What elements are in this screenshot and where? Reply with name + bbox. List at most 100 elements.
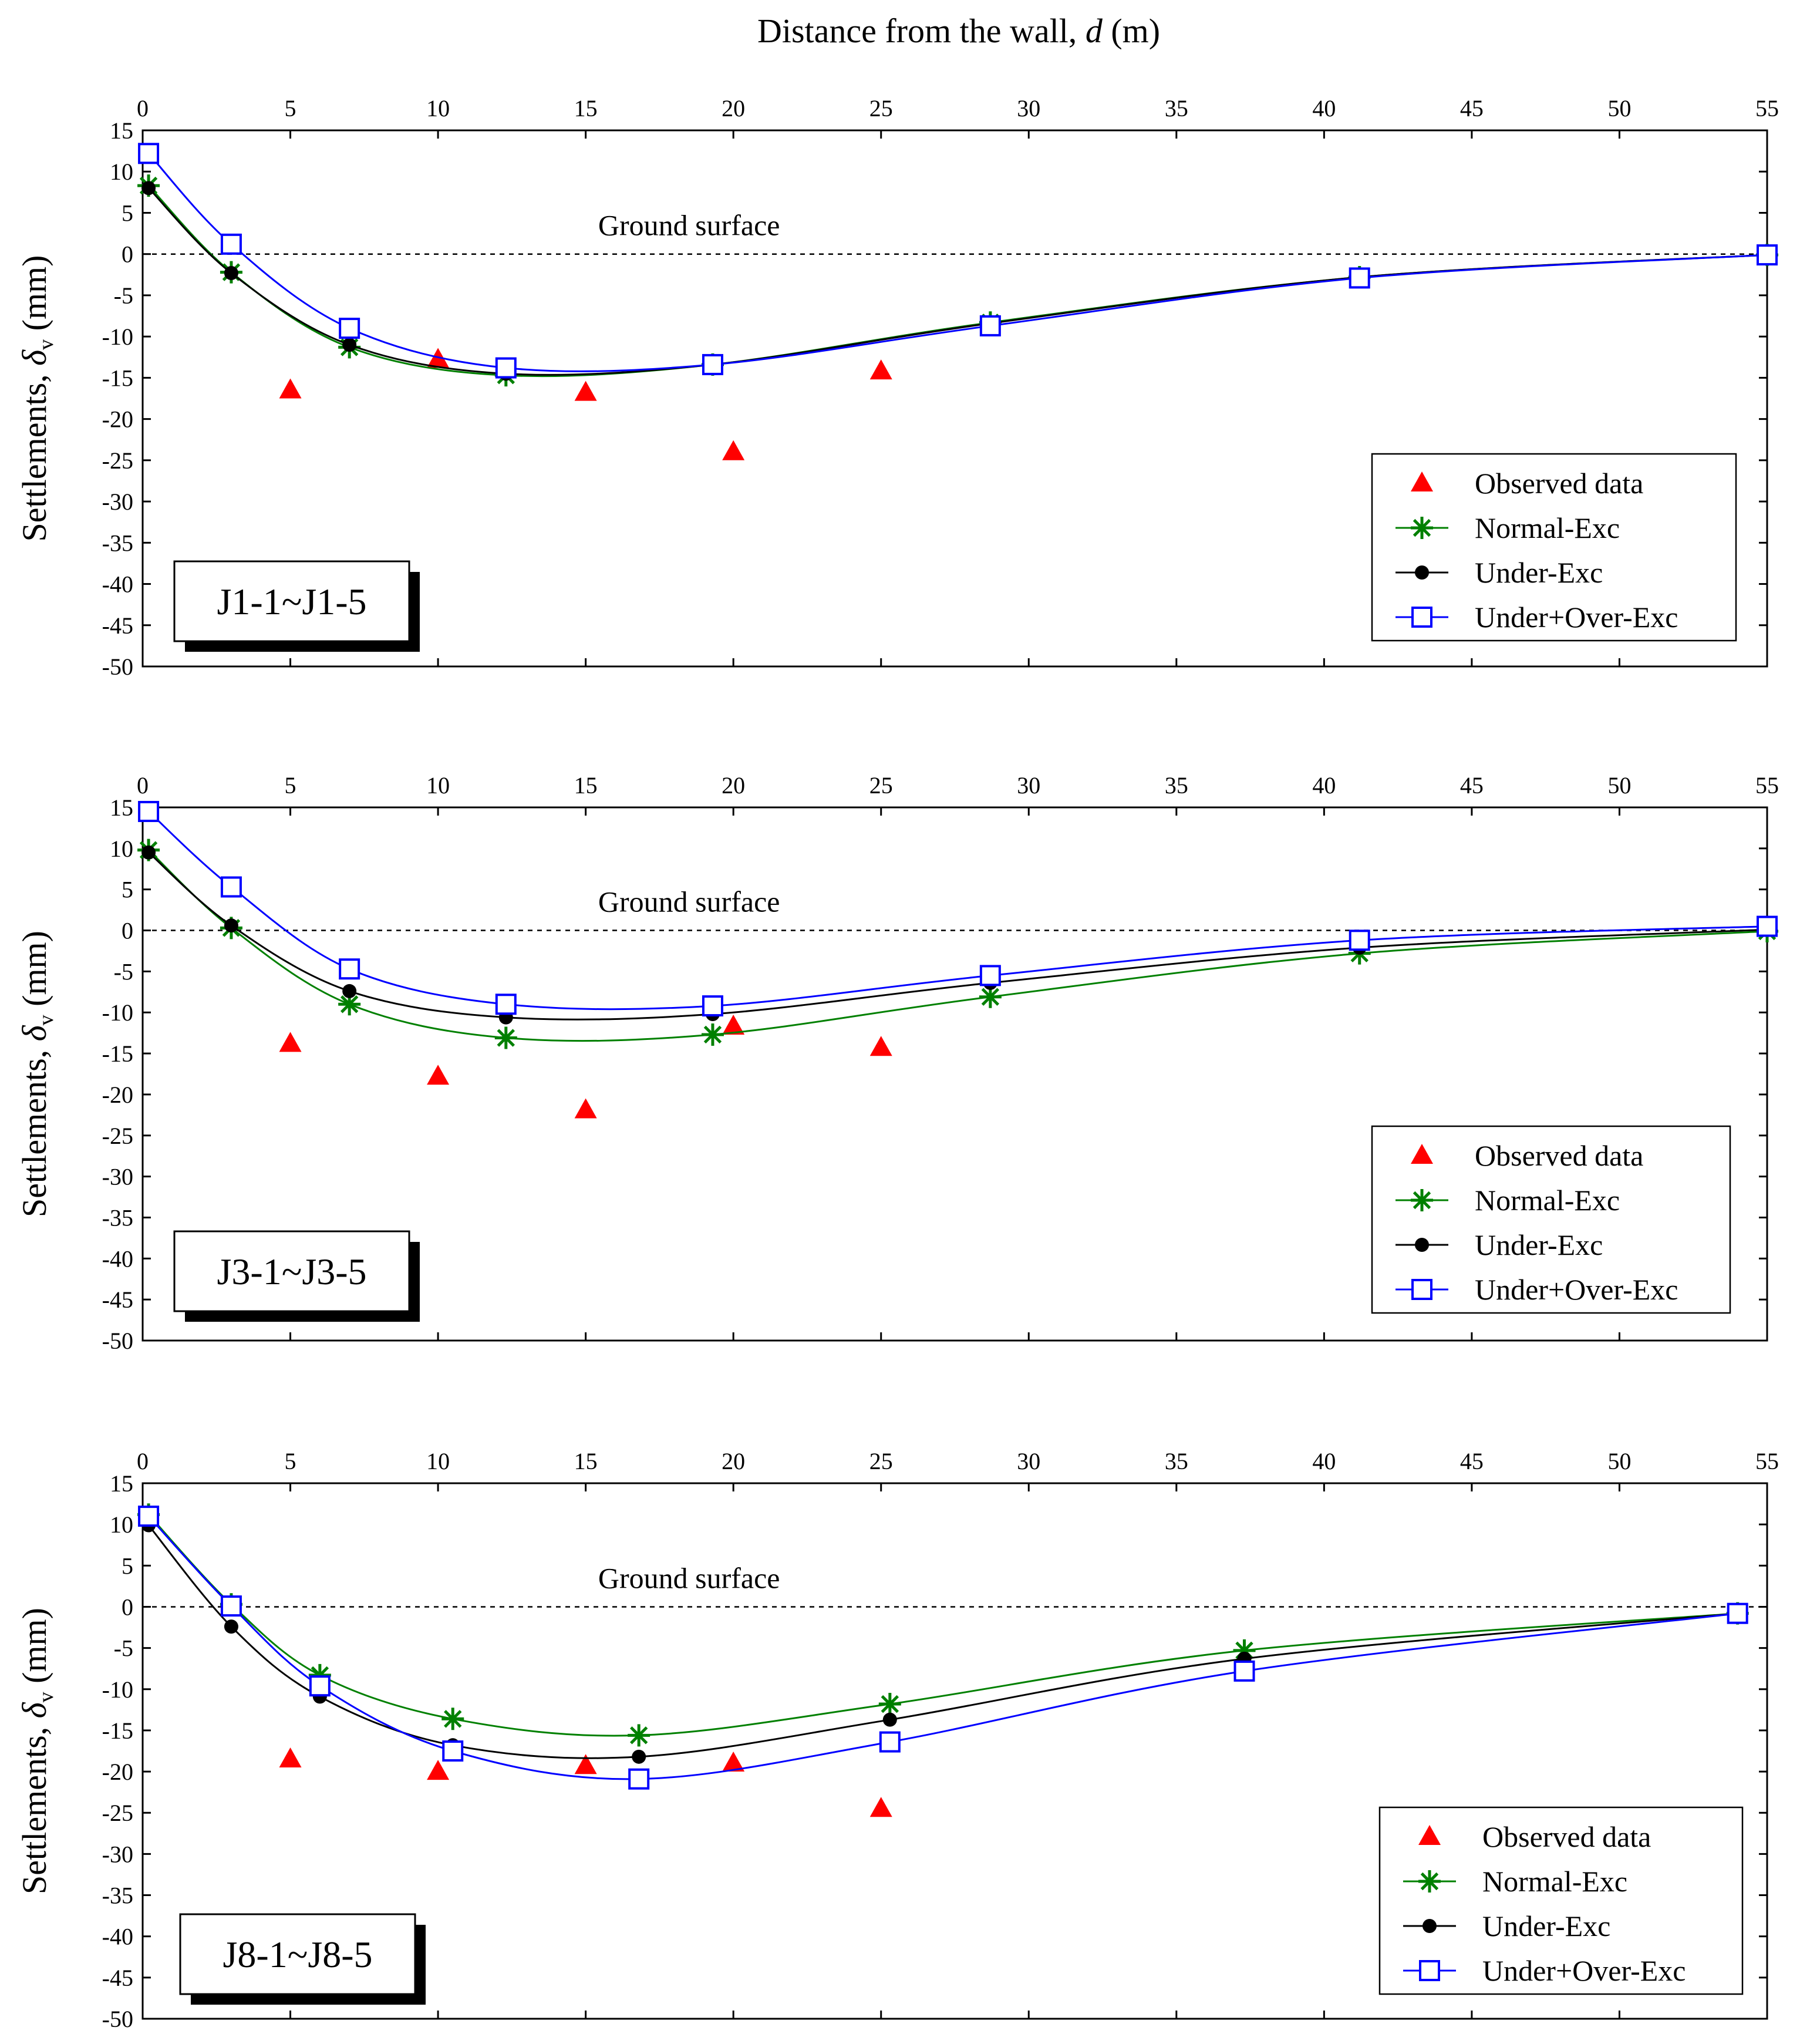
legend-marker-under [1415, 1238, 1429, 1252]
point-normal [1233, 1639, 1256, 1662]
series-normal [137, 839, 1778, 1049]
curve-over [147, 153, 1768, 372]
y-tick-label: -5 [114, 958, 133, 985]
x-tick-label: 40 [1312, 772, 1336, 799]
y-tick-label: 15 [110, 1470, 133, 1497]
x-tick-label: 5 [285, 95, 296, 122]
x-tick-label: 20 [722, 1448, 745, 1474]
point-observed [722, 1014, 745, 1035]
point-over [628, 1768, 650, 1790]
panel-label-box [173, 1230, 410, 1312]
curve-normal [148, 185, 1768, 378]
x-tick-label: 15 [574, 1448, 598, 1474]
y-tick-label: 5 [122, 877, 133, 903]
y-tick-label: 5 [122, 1553, 133, 1579]
y-tick-label: -10 [102, 324, 133, 350]
curve-normal [147, 1514, 1738, 1737]
point-normal [494, 1026, 517, 1049]
y-tick-label: -50 [102, 654, 133, 680]
point-over [138, 143, 160, 164]
series-over [138, 143, 1778, 379]
legend: Observed data Normal-Exc Under-Exc Under+Ov… [1371, 453, 1737, 642]
x-tick-label: 45 [1460, 95, 1484, 122]
point-over [220, 233, 242, 255]
point-observed [427, 1760, 450, 1780]
legend-marker-normal [1411, 517, 1433, 539]
x-tick-label: 15 [574, 772, 598, 799]
point-observed [869, 359, 892, 380]
panel-label: J8-1~J8-5 [223, 1934, 372, 1975]
point-over [220, 876, 242, 898]
legend-marker-normal [1418, 1870, 1441, 1893]
point-over [339, 318, 360, 339]
point-under [632, 1749, 646, 1764]
panel-label-box [179, 1913, 416, 1995]
x-tick-label: 55 [1755, 1448, 1779, 1474]
y-tick-label: -40 [102, 1924, 133, 1950]
x-tick-label: 30 [1017, 772, 1040, 799]
legend-marker-observed [1411, 472, 1433, 491]
x-tick-label: 35 [1165, 95, 1188, 122]
legend-label-normal: Normal-Exc [1475, 511, 1620, 544]
x-tick-label: 40 [1312, 95, 1336, 122]
y-tick-label: -30 [102, 1164, 133, 1190]
x-tick-label: 5 [285, 772, 296, 799]
x-tick-label: 30 [1017, 1448, 1040, 1474]
series-observed [279, 1014, 892, 1119]
panel-label: J3-1~J3-5 [217, 1251, 366, 1292]
legend-marker-under [1423, 1919, 1437, 1933]
x-tick-label: 10 [426, 772, 450, 799]
x-axis-title: Distance from the wall, d (m) [757, 12, 1160, 50]
legend: Observed data Normal-Exc Under-Exc Under+Ov… [1378, 1806, 1744, 1995]
x-tick-label: 40 [1312, 1448, 1336, 1474]
y-tick-label: -25 [102, 1800, 133, 1826]
y-axis-title: Settlements, δv (mm) [15, 255, 58, 542]
y-tick-label: -15 [102, 1718, 133, 1744]
y-tick-label: 5 [122, 200, 133, 226]
y-tick-label: 0 [122, 1594, 133, 1620]
plot-frame [141, 806, 1768, 1342]
legend-marker-over [1411, 1279, 1432, 1300]
point-over [309, 1675, 331, 1697]
legend-label-under: Under-Exc [1475, 1228, 1603, 1261]
point-over [702, 995, 723, 1017]
y-tick-label: 15 [110, 794, 133, 821]
point-over [138, 1506, 160, 1527]
y-tick-label: -50 [102, 2006, 133, 2032]
legend-label-observed: Observed data [1482, 1820, 1651, 1853]
point-under [141, 181, 156, 196]
legend-label-under: Under-Exc [1482, 1910, 1610, 1942]
point-over [702, 353, 723, 375]
legend-marker-over [1411, 607, 1432, 628]
x-tick-label: 5 [285, 1448, 296, 1474]
x-tick-label: 15 [574, 95, 598, 122]
panel-label-box [173, 560, 410, 642]
x-tick-label: 10 [426, 95, 450, 122]
y-tick-label: 15 [110, 117, 133, 144]
point-normal [308, 1664, 331, 1686]
y-tick-label: -15 [102, 365, 133, 391]
point-under [224, 1619, 238, 1634]
point-normal [441, 1708, 464, 1730]
x-tick-label: 50 [1607, 772, 1631, 799]
point-observed [869, 1036, 892, 1056]
series-over [138, 800, 1778, 1017]
y-tick-label: -25 [102, 1123, 133, 1149]
point-normal [701, 1023, 724, 1046]
curve-under [148, 851, 1768, 1021]
x-tick-label: 0 [137, 1448, 149, 1474]
legend-label-over: Under+Over-Exc [1482, 1954, 1686, 1987]
x-tick-label: 35 [1165, 772, 1188, 799]
point-over [1727, 1602, 1748, 1624]
legend-label-observed: Observed data [1475, 467, 1643, 500]
legend-label-over: Under+Over-Exc [1475, 601, 1678, 634]
point-under [882, 1712, 897, 1727]
point-observed [869, 1797, 892, 1817]
point-observed [279, 378, 302, 399]
legend-box [1371, 453, 1737, 642]
y-tick-label: -10 [102, 1676, 133, 1703]
curve-over [148, 810, 1768, 1011]
legend: Observed data Normal-Exc Under-Exc Under+Ov… [1371, 1125, 1731, 1314]
point-over [979, 965, 1001, 986]
y-tick-label: -35 [102, 530, 133, 556]
